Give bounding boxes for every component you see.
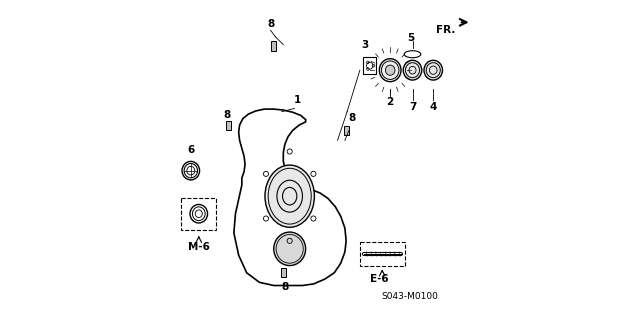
Ellipse shape [424, 60, 442, 80]
Ellipse shape [265, 165, 314, 227]
Bar [271, 41, 276, 51]
Text: M-6: M-6 [188, 242, 210, 252]
Text: 8: 8 [224, 110, 231, 120]
Text: 7: 7 [409, 102, 416, 112]
Bar [363, 57, 376, 74]
Bar [344, 126, 349, 135]
Text: 6: 6 [187, 145, 195, 155]
FancyBboxPatch shape [181, 198, 216, 230]
Text: 4: 4 [429, 102, 437, 112]
Ellipse shape [190, 204, 207, 223]
Text: 1: 1 [294, 95, 301, 106]
Text: E-6: E-6 [370, 274, 388, 284]
Ellipse shape [380, 59, 401, 82]
Text: FR.: FR. [436, 25, 455, 35]
Text: 8: 8 [348, 113, 356, 123]
Ellipse shape [385, 65, 395, 75]
Bar [281, 268, 286, 277]
Ellipse shape [404, 51, 421, 58]
Bar [226, 121, 230, 130]
Text: 3: 3 [361, 40, 368, 50]
FancyBboxPatch shape [360, 242, 404, 266]
Text: 8: 8 [267, 19, 274, 29]
Text: 8: 8 [282, 282, 289, 292]
Text: S043-M0100: S043-M0100 [381, 292, 438, 301]
Text: 5: 5 [407, 33, 415, 43]
Text: 2: 2 [387, 97, 394, 107]
PathPatch shape [234, 109, 346, 286]
Ellipse shape [182, 161, 200, 180]
Ellipse shape [403, 60, 422, 80]
Ellipse shape [274, 232, 306, 265]
